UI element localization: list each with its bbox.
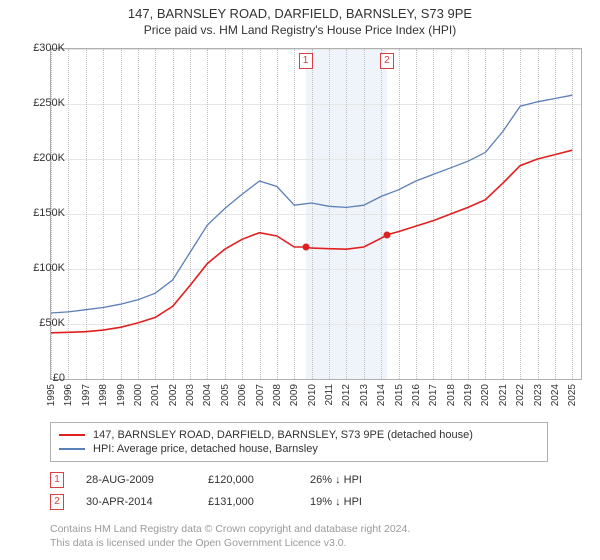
- chart-svg: [51, 49, 581, 379]
- sale-price-2: £131,000: [208, 496, 288, 508]
- xtick-label: 2020: [480, 384, 491, 406]
- sale-date-1: 28-AUG-2009: [86, 474, 186, 486]
- chart-title-block: 147, BARNSLEY ROAD, DARFIELD, BARNSLEY, …: [0, 0, 600, 37]
- xtick-label: 2019: [463, 384, 474, 406]
- sale-dot-2: [383, 231, 390, 238]
- footer-line1: Contains HM Land Registry data © Crown c…: [50, 522, 410, 536]
- xtick-label: 2002: [168, 384, 179, 406]
- ytick-label: £150K: [33, 207, 65, 219]
- xtick-label: 1997: [81, 384, 92, 406]
- chart-area: 12: [50, 48, 582, 380]
- sale-delta-1: 26% ↓ HPI: [310, 474, 410, 486]
- xtick-label: 2014: [376, 384, 387, 406]
- series-hpi: [51, 95, 572, 313]
- sale-row-2: 2 30-APR-2014 £131,000 19% ↓ HPI: [50, 494, 410, 510]
- sale-marker-box-2: 2: [380, 53, 394, 69]
- title-main: 147, BARNSLEY ROAD, DARFIELD, BARNSLEY, …: [0, 6, 600, 21]
- sale-marker-1: 1: [50, 472, 64, 488]
- xtick-label: 2010: [307, 384, 318, 406]
- legend-row-property: 147, BARNSLEY ROAD, DARFIELD, BARNSLEY, …: [59, 428, 539, 442]
- xtick-label: 2017: [428, 384, 439, 406]
- xtick-label: 2015: [394, 384, 405, 406]
- xtick-label: 2000: [133, 384, 144, 406]
- legend-label-hpi: HPI: Average price, detached house, Barn…: [93, 443, 318, 455]
- ytick-label: £250K: [33, 97, 65, 109]
- xtick-label: 2025: [567, 384, 578, 406]
- sale-delta-2: 19% ↓ HPI: [310, 496, 410, 508]
- xtick-label: 2003: [185, 384, 196, 406]
- xtick-label: 2024: [550, 384, 561, 406]
- sale-marker-2: 2: [50, 494, 64, 510]
- xtick-label: 2012: [341, 384, 352, 406]
- xtick-label: 2001: [150, 384, 161, 406]
- ytick-label: £100K: [33, 262, 65, 274]
- xtick-label: 2022: [515, 384, 526, 406]
- xtick-label: 2013: [359, 384, 370, 406]
- sales-block: 1 28-AUG-2009 £120,000 26% ↓ HPI 2 30-AP…: [50, 472, 410, 516]
- xtick-label: 1995: [46, 384, 57, 406]
- xtick-label: 1998: [98, 384, 109, 406]
- sale-dot-1: [302, 244, 309, 251]
- title-sub: Price paid vs. HM Land Registry's House …: [0, 23, 600, 37]
- xtick-label: 1999: [116, 384, 127, 406]
- ytick-label: £0: [53, 372, 65, 384]
- xtick-label: 2023: [533, 384, 544, 406]
- legend-swatch-property: [59, 434, 85, 436]
- xtick-label: 2016: [411, 384, 422, 406]
- footer: Contains HM Land Registry data © Crown c…: [50, 522, 410, 550]
- xtick-label: 2008: [272, 384, 283, 406]
- xtick-label: 2009: [289, 384, 300, 406]
- xtick-label: 2006: [237, 384, 248, 406]
- xtick-label: 2004: [202, 384, 213, 406]
- xtick-label: 2005: [220, 384, 231, 406]
- sale-row-1: 1 28-AUG-2009 £120,000 26% ↓ HPI: [50, 472, 410, 488]
- xtick-label: 2011: [324, 384, 335, 406]
- series-property: [51, 150, 572, 333]
- footer-line2: This data is licensed under the Open Gov…: [50, 536, 410, 550]
- ytick-label: £200K: [33, 152, 65, 164]
- xtick-label: 2018: [446, 384, 457, 406]
- ytick-label: £50K: [39, 317, 65, 329]
- legend-swatch-hpi: [59, 448, 85, 450]
- xtick-label: 2007: [255, 384, 266, 406]
- legend: 147, BARNSLEY ROAD, DARFIELD, BARNSLEY, …: [50, 422, 548, 462]
- ytick-label: £300K: [33, 42, 65, 54]
- legend-row-hpi: HPI: Average price, detached house, Barn…: [59, 442, 539, 456]
- legend-label-property: 147, BARNSLEY ROAD, DARFIELD, BARNSLEY, …: [93, 429, 473, 441]
- sale-marker-box-1: 1: [299, 53, 313, 69]
- sale-date-2: 30-APR-2014: [86, 496, 186, 508]
- xtick-label: 2021: [498, 384, 509, 406]
- sale-price-1: £120,000: [208, 474, 288, 486]
- xtick-label: 1996: [63, 384, 74, 406]
